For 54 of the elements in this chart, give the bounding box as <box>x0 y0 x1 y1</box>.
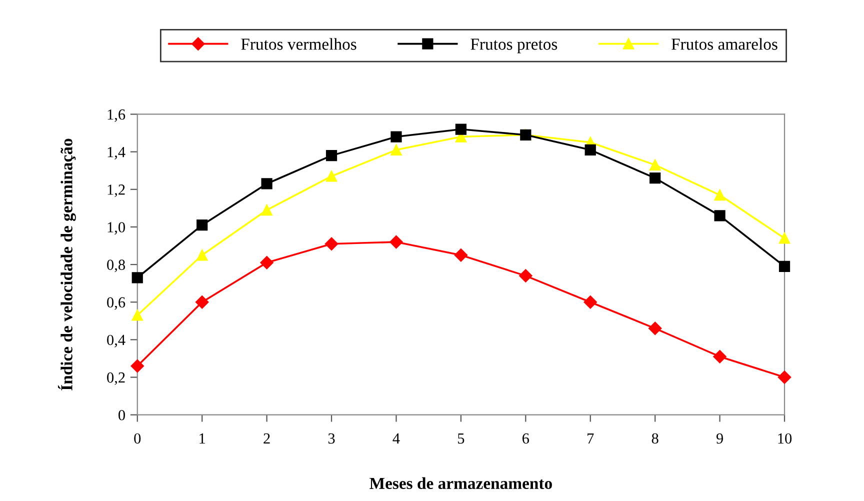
x-tick-label: 6 <box>522 433 530 444</box>
point <box>130 359 144 373</box>
point <box>261 178 272 190</box>
x-tick-label: 2 <box>264 433 270 444</box>
point <box>196 220 208 231</box>
point <box>196 250 208 261</box>
point <box>390 144 402 156</box>
x-tick-label: 8 <box>652 433 658 444</box>
x-tick-label: 5 <box>458 433 464 444</box>
y-tick-label: 1,6 <box>108 109 126 122</box>
y-tick-label: 0,8 <box>107 260 125 272</box>
point <box>390 131 402 142</box>
y-tick-label: 0,4 <box>107 334 126 348</box>
point <box>455 124 466 135</box>
x-tick-label: 0 <box>134 433 141 444</box>
point <box>650 159 661 171</box>
y-tick-label: 1,2 <box>108 184 125 198</box>
point <box>584 144 596 156</box>
x-tick-label: 3 <box>328 433 335 444</box>
point <box>714 189 726 201</box>
point <box>132 310 143 321</box>
legend-label: Frutos amarelos <box>672 38 778 50</box>
y-tick-label: 1,0 <box>108 222 125 235</box>
point <box>778 232 790 244</box>
x-tick-label: 10 <box>778 433 792 444</box>
point <box>260 256 274 270</box>
point <box>648 322 662 335</box>
point <box>519 269 532 282</box>
x-axis-title: Meses de armazenamento <box>370 477 552 490</box>
legend-label: Frutos vermelhos <box>241 38 356 50</box>
point <box>390 235 403 249</box>
y-tick-label: 0 <box>118 410 125 420</box>
point <box>196 296 209 309</box>
x-tick-label: 7 <box>588 433 594 444</box>
point <box>132 272 143 284</box>
point <box>778 370 792 384</box>
point <box>714 210 726 222</box>
point <box>261 204 272 216</box>
point <box>326 150 338 162</box>
point <box>324 237 338 250</box>
x-tick-label: 4 <box>392 433 400 444</box>
point <box>713 350 726 364</box>
point <box>584 296 597 309</box>
point <box>778 260 790 272</box>
y-axis-title: Índice de velocidade de germinação <box>58 138 76 390</box>
x-tick-label: 9 <box>716 433 723 444</box>
x-tick-label: 1 <box>200 433 205 444</box>
point <box>454 248 468 262</box>
legend-label: Frutos pretos <box>470 38 558 54</box>
y-tick-label: 0,2 <box>107 372 125 385</box>
point <box>326 170 338 182</box>
y-tick-label: 1,4 <box>108 147 126 160</box>
y-tick-label: 0,6 <box>107 297 126 310</box>
point <box>650 172 661 184</box>
